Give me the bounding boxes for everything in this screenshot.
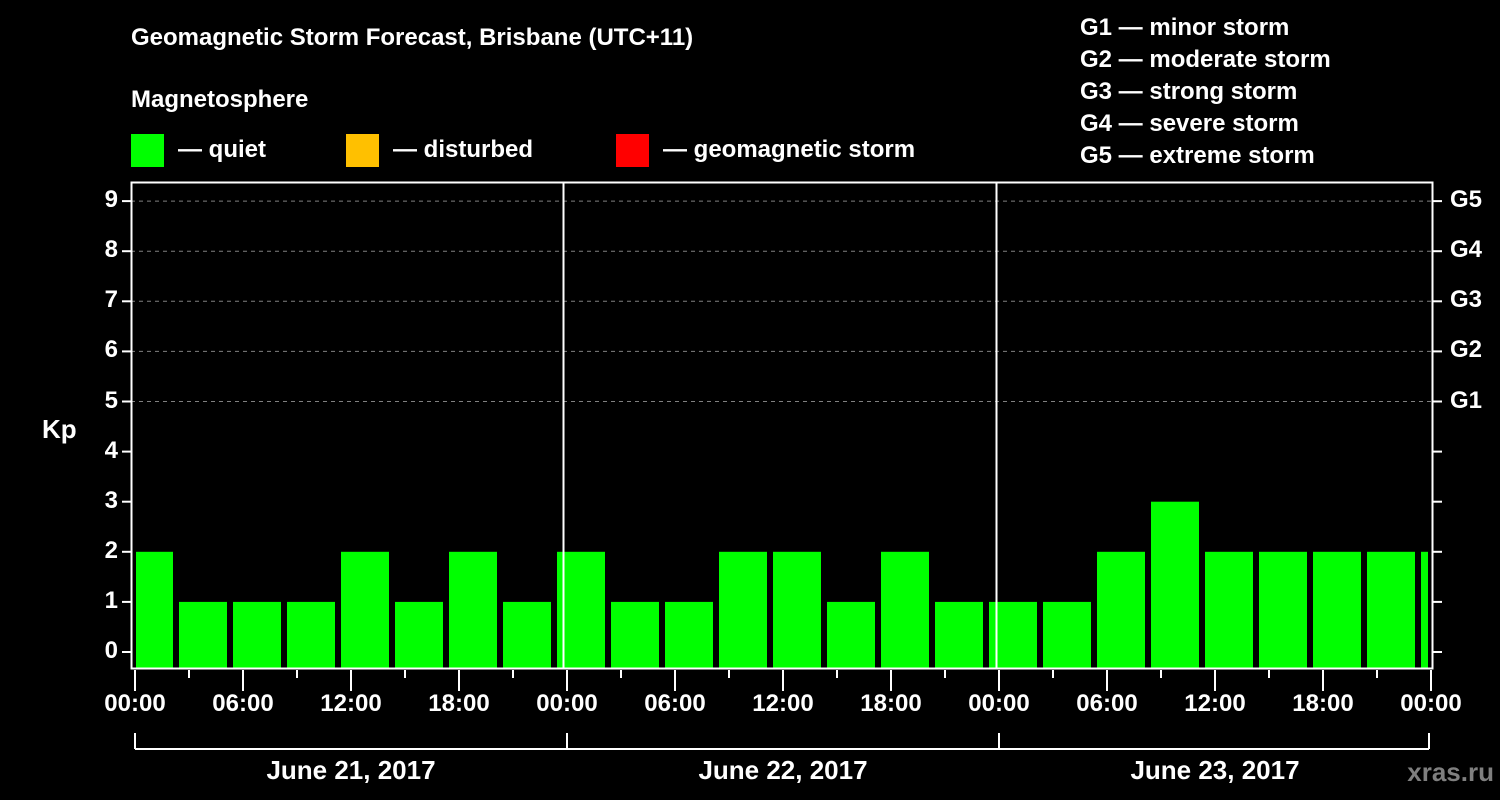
kp-bar [136,551,173,668]
y-tick-label: 1 [104,586,118,614]
date-label: June 22, 2017 [698,755,868,785]
x-tick-label: 00:00 [104,690,166,717]
x-tick-label: 12:00 [752,690,814,717]
g-level-label: G4 [1450,236,1483,264]
y-tick-label: 0 [104,637,118,664]
kp-bar [1205,551,1253,668]
x-tick-label: 06:00 [1076,690,1138,717]
x-tick-label: 06:00 [212,690,274,717]
kp-bar [1043,601,1091,668]
y-tick-label: 3 [104,486,118,514]
kp-bar [287,601,335,668]
kp-bar [935,601,983,668]
watermark: xras.ru [1407,757,1494,787]
kp-bar [341,551,389,668]
quiet-swatch-icon [131,133,164,167]
y-tick-label: 2 [104,536,118,564]
date-label: June 23, 2017 [1130,755,1300,785]
kp-bar [449,551,497,668]
y-axis-label: Kp [42,414,77,444]
x-tick-label: 12:00 [320,690,382,717]
x-tick-label: 12:00 [1184,690,1246,717]
y-tick-label: 5 [104,386,118,414]
legend-quiet-label: — quiet [178,136,266,163]
storm-scale-g5: G5 — extreme storm [1080,142,1315,169]
storm-scale-g3: G3 — strong storm [1080,78,1298,105]
g-level-label: G1 [1450,386,1483,414]
y-tick-label: 4 [104,436,118,464]
kp-bar [1367,551,1415,668]
kp-bar [503,601,551,668]
x-tick-label: 00:00 [1400,690,1462,717]
gridlines [131,200,1433,402]
kp-bar [1097,551,1145,668]
x-tick-label: 18:00 [428,690,490,717]
storm-scale-g4: G4 — severe storm [1080,110,1299,137]
x-tick-label: 00:00 [536,690,598,717]
kp-bar [557,551,605,668]
legend-quiet: — quiet [131,133,266,167]
kp-bar [1259,551,1307,668]
x-tick-label: 18:00 [860,690,922,717]
legend-storm-label: — geomagnetic storm [663,136,916,163]
kp-bar [827,601,875,668]
y-tick-label: 7 [104,286,118,314]
bars [136,501,1428,668]
kp-bar [1151,501,1199,668]
kp-bar [1421,551,1428,668]
kp-bar [233,601,281,668]
y-tick-label: 9 [104,186,118,214]
legend-storm: — geomagnetic storm [616,133,915,167]
storm-scale-g2: G2 — moderate storm [1080,46,1331,73]
chart-subtitle: Magnetosphere [131,86,309,113]
x-tick-label: 06:00 [644,690,706,717]
axes [122,181,1442,750]
disturbed-swatch-icon [346,133,379,167]
storm-scale-g1: G1 — minor storm [1080,14,1290,41]
g-level-label: G2 [1450,336,1483,364]
g-level-label: G5 [1450,186,1483,214]
x-tick-label: 18:00 [1292,690,1354,717]
x-tick-label: 00:00 [968,690,1030,717]
y-tick-label: 8 [104,236,118,264]
chart-title: Geomagnetic Storm Forecast, Brisbane (UT… [131,24,694,51]
kp-bar [719,551,767,668]
kp-bar [611,601,659,668]
kp-bar [179,601,227,668]
g-level-label: G3 [1450,286,1483,314]
plot-frame [130,181,1434,670]
legend-disturbed: — disturbed [346,133,533,167]
date-label: June 21, 2017 [266,755,436,785]
legend-disturbed-label: — disturbed [393,136,534,163]
kp-bar [881,551,929,668]
kp-bar [665,601,713,668]
kp-bar [1313,551,1361,668]
y-tick-label: 6 [104,336,118,364]
kp-bar [395,601,443,668]
storm-swatch-icon [616,133,649,167]
kp-bar [773,551,821,668]
